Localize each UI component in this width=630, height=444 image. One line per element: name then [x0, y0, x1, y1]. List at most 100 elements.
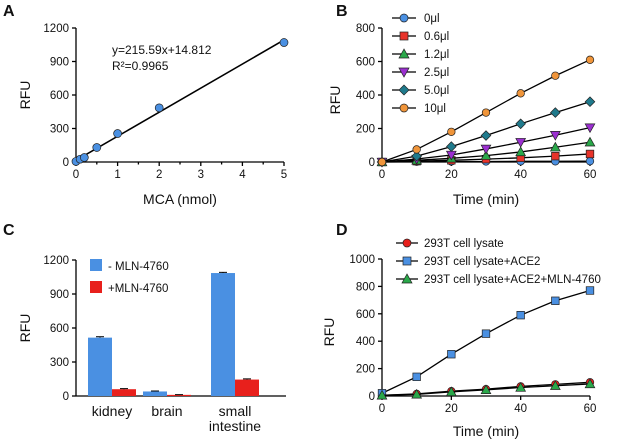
b-legend-label: 2.5μl: [424, 67, 449, 79]
b-data-point: [446, 141, 457, 152]
b-legend-marker: [398, 48, 410, 59]
c-bar: [167, 394, 191, 396]
panel-b-kinetics: 0 200 400 600 800 0 20 40 60 0μl 0.6μl 1.2μl 2.5μl 5.…: [327, 13, 596, 207]
b-legend-marker: [399, 103, 409, 113]
b-data-point: [481, 108, 491, 117]
b-y-axis-label: RFU: [327, 86, 343, 115]
b-legend-marker: [399, 31, 409, 41]
b-data-point: [515, 118, 526, 130]
d-data-point: [516, 311, 525, 320]
a-y-tick-label: 0: [63, 157, 69, 169]
b-legend-marker: [398, 84, 410, 96]
d-y-tick-label: 600: [356, 309, 375, 321]
b-legend-label: 0.6μl: [424, 31, 449, 43]
b-legend-marker: [398, 67, 410, 78]
a-y-tick-label: 1200: [43, 23, 69, 35]
b-data-point: [549, 141, 561, 152]
d-legend-marker: [402, 256, 412, 266]
a-data-point: [154, 103, 164, 113]
b-data-point: [551, 151, 560, 161]
a-x-axis-label: MCA (nmol): [143, 191, 217, 207]
c-y-axis-label: RFU: [17, 314, 33, 343]
b-x-tick-label: 0: [379, 169, 385, 181]
d-data-point: [447, 350, 456, 359]
b-legend-label: 5.0μl: [424, 85, 449, 97]
b-x-tick-label: 40: [514, 169, 527, 181]
b-data-point: [515, 146, 527, 157]
panel-a-standard-curve: 0 300 600 900 1200 0 1 2 3 4 5 y=215.59x+14.812 R²=0…: [17, 23, 289, 207]
c-bar: [143, 391, 167, 396]
a-x-tick-label: 3: [198, 169, 204, 181]
c-bar: [211, 273, 235, 396]
d-y-tick-label: 1000: [349, 254, 375, 266]
a-equation: y=215.59x+14.812: [112, 43, 212, 57]
b-y-tick-label: 400: [356, 90, 375, 102]
c-y-tick-label: 900: [50, 289, 69, 301]
b-data-point: [480, 150, 492, 160]
b-data-point: [585, 55, 595, 64]
d-x-tick-label: 60: [584, 403, 597, 415]
b-data-point: [585, 149, 595, 159]
d-legend-label: 293T cell lysate: [424, 238, 504, 250]
b-data-point: [584, 136, 596, 147]
d-legend-label: 293T cell lysate+ACE2+MLN-4760: [424, 274, 601, 286]
b-data-point: [584, 123, 596, 134]
c-y-tick-label: 300: [50, 357, 69, 369]
c-category-label: small: [219, 403, 252, 419]
b-y-tick-label: 800: [356, 23, 375, 35]
c-legend-label: +MLN-4760: [108, 283, 168, 295]
d-legend-marker: [401, 273, 413, 284]
b-legend-marker: [399, 13, 409, 23]
b-data-point: [412, 145, 421, 154]
panel-label-c: C: [3, 222, 15, 239]
d-data-point: [412, 372, 421, 381]
d-y-tick-label: 0: [369, 391, 375, 403]
c-y-tick-label: 0: [63, 391, 69, 403]
d-data-point: [515, 381, 527, 392]
b-data-point: [516, 89, 525, 98]
b-data-point: [550, 107, 561, 118]
b-y-tick-label: 0: [369, 157, 375, 169]
d-data-point: [584, 378, 596, 389]
b-data-point: [480, 144, 492, 155]
b-data-point: [549, 131, 561, 141]
d-data-point: [376, 389, 388, 400]
panel-label-b: B: [336, 3, 348, 20]
b-legend-label: 10μl: [424, 103, 446, 115]
a-x-tick-label: 1: [114, 169, 120, 181]
c-legend-swatch: [90, 259, 102, 271]
a-y-tick-label: 300: [50, 124, 69, 136]
b-x-axis-label: Time (min): [453, 191, 519, 207]
d-legend-marker: [402, 238, 412, 248]
b-data-point: [411, 150, 422, 162]
c-bar: [235, 379, 259, 396]
a-data-point: [92, 143, 102, 152]
a-x-tick-label: 5: [281, 169, 287, 181]
a-y-tick-label: 600: [50, 90, 69, 102]
panel-label-d: D: [336, 222, 348, 239]
a-y-tick-label: 900: [50, 57, 69, 69]
b-data-point: [447, 127, 456, 137]
b-data-point: [377, 157, 387, 167]
a-fit-line: [75, 39, 285, 162]
d-data-point: [480, 384, 492, 394]
c-category-label: brain: [151, 403, 182, 419]
d-x-tick-label: 0: [379, 403, 385, 415]
a-data-point: [113, 129, 122, 138]
c-category-label: intestine: [209, 418, 261, 434]
b-data-point: [584, 96, 596, 107]
d-legend-label: 293T cell lysate+ACE2: [424, 256, 540, 268]
a-y-axis-label: RFU: [17, 81, 33, 110]
a-x-tick-label: 2: [156, 169, 162, 181]
b-y-tick-label: 200: [356, 124, 375, 136]
c-legend-label: - MLN-4760: [108, 261, 169, 273]
a-r-squared: R²=0.9965: [112, 59, 169, 73]
d-data-point: [551, 296, 560, 305]
b-data-point: [585, 157, 595, 166]
b-x-tick-label: 20: [445, 169, 458, 181]
d-data-point: [585, 286, 595, 295]
a-x-tick-label: 0: [73, 169, 79, 181]
b-legend-label: 0μl: [424, 13, 440, 25]
